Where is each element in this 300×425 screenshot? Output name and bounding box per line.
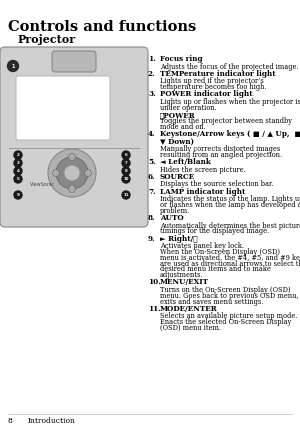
Text: Enacts the selected On-Screen Display: Enacts the selected On-Screen Display	[160, 318, 291, 326]
Text: 6.: 6.	[148, 173, 155, 181]
Text: adjustments.: adjustments.	[160, 271, 203, 279]
Text: ViewSonic: ViewSonic	[30, 181, 55, 187]
Text: 4.: 4.	[148, 130, 156, 139]
Circle shape	[56, 157, 88, 189]
Text: Introduction: Introduction	[28, 417, 76, 425]
Text: Automatically determines the best picture: Automatically determines the best pictur…	[160, 221, 300, 230]
Text: 8: 8	[8, 417, 13, 425]
Circle shape	[48, 149, 96, 197]
Text: 9.: 9.	[148, 235, 155, 243]
Text: Indicates the status of the lamp. Lights up: Indicates the status of the lamp. Lights…	[160, 195, 300, 203]
Text: are used as directional arrows to select the: are used as directional arrows to select…	[160, 260, 300, 267]
Text: mode and on.: mode and on.	[160, 123, 206, 131]
Text: 1: 1	[11, 63, 15, 68]
Text: MENU/EXIT: MENU/EXIT	[160, 278, 209, 286]
Circle shape	[14, 167, 22, 175]
Text: 1.: 1.	[148, 55, 156, 63]
Text: 9: 9	[16, 193, 20, 197]
Text: 4: 4	[16, 169, 20, 173]
Text: Toggles the projector between standby: Toggles the projector between standby	[160, 117, 292, 125]
Text: Lights up red if the projector’s: Lights up red if the projector’s	[160, 77, 264, 85]
Circle shape	[68, 185, 76, 193]
Circle shape	[52, 170, 59, 176]
Text: Turns on the On-Screen Display (OSD): Turns on the On-Screen Display (OSD)	[160, 286, 291, 294]
Text: 7: 7	[124, 161, 128, 165]
Text: Selects an available picture setup mode.: Selects an available picture setup mode.	[160, 312, 297, 320]
Text: under operation.: under operation.	[160, 104, 217, 112]
Text: or flashes when the lamp has developed a: or flashes when the lamp has developed a	[160, 201, 300, 209]
Text: When the On-Screen Display (OSD): When the On-Screen Display (OSD)	[160, 248, 280, 256]
Circle shape	[68, 153, 76, 161]
Text: MODE/ENTER: MODE/ENTER	[160, 305, 218, 313]
Text: LAMP indicator light: LAMP indicator light	[160, 187, 245, 196]
FancyBboxPatch shape	[16, 76, 110, 140]
Circle shape	[122, 167, 130, 175]
Text: problem.: problem.	[160, 207, 190, 215]
FancyBboxPatch shape	[52, 51, 96, 72]
Text: POWER indicator light: POWER indicator light	[160, 91, 253, 99]
Text: menu is activated, the #4, #5, and #9 keys: menu is activated, the #4, #5, and #9 ke…	[160, 254, 300, 262]
Text: TEMPerature indicator light: TEMPerature indicator light	[160, 70, 276, 78]
Text: 5: 5	[16, 177, 20, 181]
Text: Activates panel key lock.: Activates panel key lock.	[160, 242, 244, 250]
Circle shape	[122, 151, 130, 159]
Text: exits and saves menu settings.: exits and saves menu settings.	[160, 298, 263, 306]
Circle shape	[64, 165, 80, 181]
Circle shape	[122, 191, 130, 199]
Text: Focus ring: Focus ring	[160, 55, 202, 63]
Circle shape	[14, 159, 22, 167]
Text: Lights up or flashes when the projector is: Lights up or flashes when the projector …	[160, 98, 300, 106]
Text: 5.: 5.	[148, 158, 155, 166]
Text: Keystone/Arrow keys ( ■ / ▲ Up,  ■ /: Keystone/Arrow keys ( ■ / ▲ Up, ■ /	[160, 130, 300, 139]
Text: resulting from an angled projection.: resulting from an angled projection.	[160, 151, 282, 159]
Text: AUTO: AUTO	[160, 214, 184, 222]
Text: ► Right/🔒: ► Right/🔒	[160, 235, 198, 243]
Text: ▼ Down): ▼ Down)	[160, 138, 194, 146]
Circle shape	[122, 175, 130, 183]
Text: 6: 6	[124, 153, 128, 157]
Text: Manually corrects distorted images: Manually corrects distorted images	[160, 145, 280, 153]
Circle shape	[14, 191, 22, 199]
Text: 10: 10	[123, 177, 129, 181]
Text: 3: 3	[16, 161, 20, 165]
Text: Adjusts the focus of the projected image.: Adjusts the focus of the projected image…	[160, 62, 298, 71]
FancyBboxPatch shape	[0, 47, 148, 227]
Text: ◄ Left/Blank: ◄ Left/Blank	[160, 158, 211, 166]
Text: Projector: Projector	[18, 34, 76, 45]
Text: timings for the displayed image.: timings for the displayed image.	[160, 227, 269, 235]
Circle shape	[122, 159, 130, 167]
Text: 11: 11	[123, 193, 129, 197]
Text: Hides the screen picture.: Hides the screen picture.	[160, 165, 246, 173]
Text: menu. Goes back to previous OSD menu,: menu. Goes back to previous OSD menu,	[160, 292, 298, 300]
Text: Controls and functions: Controls and functions	[8, 20, 196, 34]
Text: desired menu items and to make: desired menu items and to make	[160, 265, 271, 273]
Text: ⓜPOWER: ⓜPOWER	[160, 111, 196, 119]
Text: 10.: 10.	[148, 278, 161, 286]
Circle shape	[14, 175, 22, 183]
Text: 3.: 3.	[148, 91, 156, 99]
Circle shape	[85, 170, 92, 176]
Text: 2.: 2.	[148, 70, 155, 78]
Text: Displays the source selection bar.: Displays the source selection bar.	[160, 180, 274, 188]
Text: temperature becomes too high.: temperature becomes too high.	[160, 83, 266, 91]
Text: 11.: 11.	[148, 305, 161, 313]
Text: (OSD) menu item.: (OSD) menu item.	[160, 324, 221, 332]
Text: 8: 8	[124, 169, 128, 173]
Text: SOURCE: SOURCE	[160, 173, 195, 181]
Text: 2: 2	[16, 153, 20, 157]
Text: 8.: 8.	[148, 214, 155, 222]
Circle shape	[8, 60, 19, 71]
Circle shape	[14, 151, 22, 159]
Text: 7.: 7.	[148, 187, 156, 196]
